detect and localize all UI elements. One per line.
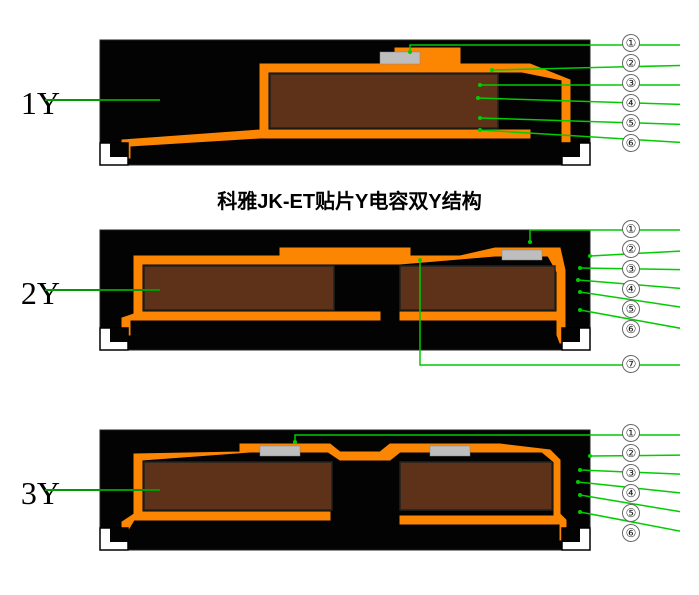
device-wrap-s3 [40,415,680,595]
callout-s2-6: ⑥ [622,320,640,338]
device-wrap-s1 [40,25,680,205]
callout-s2-7: ⑦ [622,355,640,373]
callout-s3-6: ⑥ [622,524,640,542]
device-wrap-s2 [40,215,680,395]
callout-s2-1: ① [622,220,640,238]
callout-s2-3: ③ [622,260,640,278]
callout-s3-4: ④ [622,484,640,502]
callout-s2-4: ④ [622,280,640,298]
callout-s3-1: ① [622,424,640,442]
callout-s1-5: ⑤ [622,114,640,132]
callout-s1-1: ① [622,34,640,52]
caption: 科雅JK-ET贴片Y电容双Y结构 [0,185,699,214]
callout-s3-5: ⑤ [622,504,640,522]
callout-s2-5: ⑤ [622,300,640,318]
callout-s1-4: ④ [622,94,640,112]
callout-s2-2: ② [622,240,640,258]
callout-s1-2: ② [622,54,640,72]
diagram-root: 1Y①②③④⑤⑥2Y①②③④⑤⑥⑦3Y①②③④⑤⑥科雅JK-ET贴片Y电容双Y结… [0,0,699,572]
callout-s1-3: ③ [622,74,640,92]
callout-s3-2: ② [622,444,640,462]
callout-s1-6: ⑥ [622,134,640,152]
callout-s3-3: ③ [622,464,640,482]
